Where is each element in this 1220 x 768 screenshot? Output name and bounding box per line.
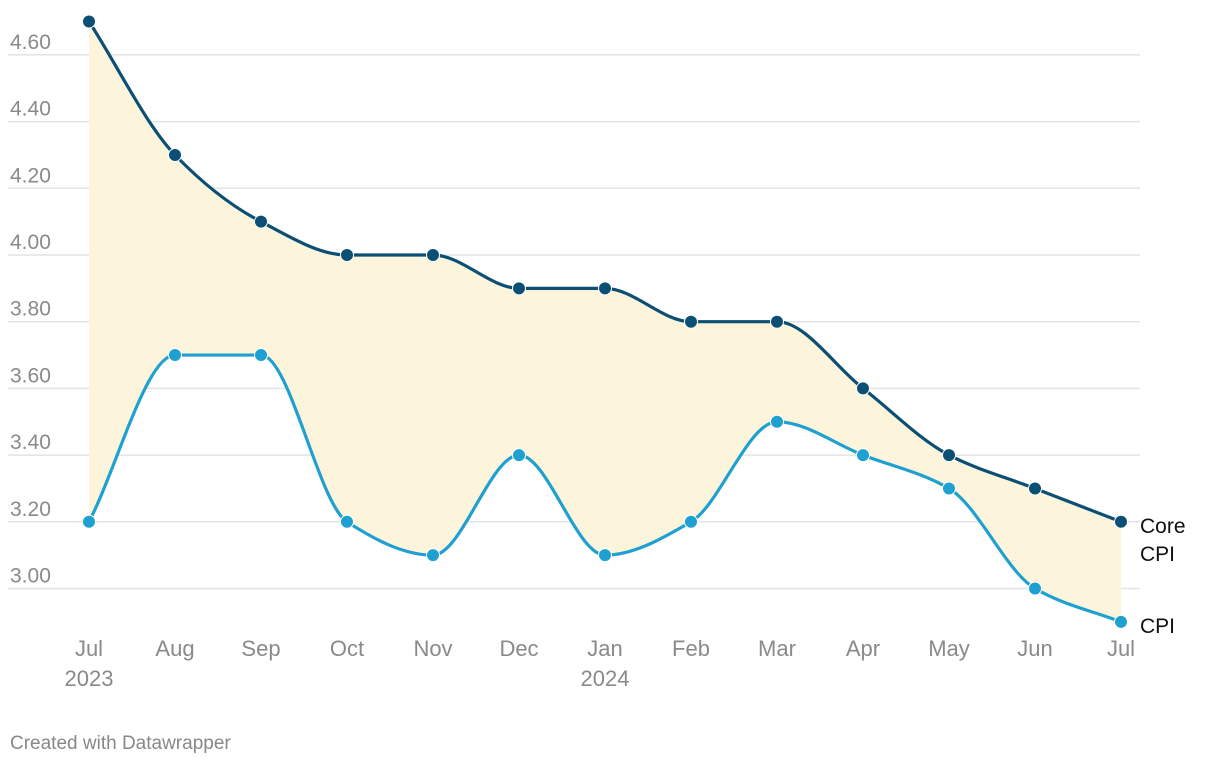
core-cpi-label: CPI: [1140, 543, 1175, 566]
x-tick-label: Feb: [672, 636, 710, 661]
core-cpi-point: [168, 147, 182, 162]
y-tick-label: 3.80: [10, 298, 51, 321]
cpi-point: [82, 514, 96, 529]
cpi-point: [168, 348, 182, 363]
cpi-point: [598, 548, 612, 563]
cpi-point: [856, 448, 870, 463]
y-tick-label: 3.60: [10, 364, 51, 387]
area-fill: [89, 21, 1121, 622]
cpi-point: [340, 514, 354, 529]
x-tick-label: Jun: [1017, 636, 1052, 661]
x-year-label: 2023: [65, 666, 114, 691]
x-tick-label: Jul: [1107, 636, 1135, 661]
x-tick-label: Oct: [330, 636, 364, 661]
cpi-label: CPI: [1140, 615, 1175, 638]
y-tick-label: 4.60: [10, 31, 51, 54]
x-tick-label: Sep: [241, 636, 280, 661]
y-tick-label: 4.00: [10, 231, 51, 254]
area-between-series: [89, 21, 1121, 622]
series-labels: Core CPI CPI: [1140, 515, 1186, 638]
credit-text: Created with Datawrapper: [10, 733, 231, 754]
cpi-point: [770, 414, 784, 429]
core-cpi-point: [340, 248, 354, 262]
x-tick-label: Mar: [758, 636, 796, 661]
core-cpi-label: Core: [1140, 515, 1186, 538]
y-axis-ticks: 3.00 3.20 3.40 3.60 3.80 4.00 4.20 4.40 4.60: [10, 31, 51, 588]
line-chart: 3.00 3.20 3.40 3.60 3.80 4.00 4.20 4.40 4.60 Jul…: [8, 14, 1186, 691]
y-tick-label: 3.20: [10, 498, 51, 521]
cpi-point: [512, 448, 526, 463]
core-cpi-point: [1114, 514, 1128, 529]
core-cpi-point: [856, 381, 870, 396]
cpi-point: [254, 348, 268, 363]
core-cpi-point: [82, 14, 96, 29]
core-cpi-point: [426, 248, 440, 262]
x-tick-label: Apr: [846, 636, 880, 661]
x-tick-label: Dec: [499, 636, 538, 661]
cpi-point: [1114, 614, 1128, 629]
x-tick-label: Aug: [155, 636, 194, 661]
y-tick-label: 3.00: [10, 565, 51, 588]
core-cpi-point: [684, 314, 698, 329]
core-cpi-point: [942, 448, 956, 463]
core-cpi-point: [1028, 481, 1042, 496]
y-tick-label: 4.40: [10, 98, 51, 121]
cpi-point: [942, 481, 956, 496]
core-cpi-point: [770, 314, 784, 329]
core-cpi-point: [254, 214, 268, 229]
x-tick-label: Jul: [75, 636, 103, 661]
core-cpi-point: [598, 281, 612, 296]
x-tick-label: Nov: [413, 636, 452, 661]
cpi-point: [1028, 581, 1042, 596]
x-tick-label: Jan: [587, 636, 622, 661]
x-axis-ticks: Jul Aug Sep Oct Nov Dec Jan Feb Mar Apr May Jun Jul 2…: [65, 636, 1136, 691]
y-tick-label: 3.40: [10, 431, 51, 454]
x-tick-label: May: [928, 636, 970, 661]
y-tick-label: 4.20: [10, 164, 51, 187]
cpi-point: [426, 548, 440, 563]
core-cpi-point: [512, 281, 526, 296]
series-points: [82, 14, 1128, 629]
cpi-point: [684, 514, 698, 529]
x-year-label: 2024: [581, 666, 630, 691]
